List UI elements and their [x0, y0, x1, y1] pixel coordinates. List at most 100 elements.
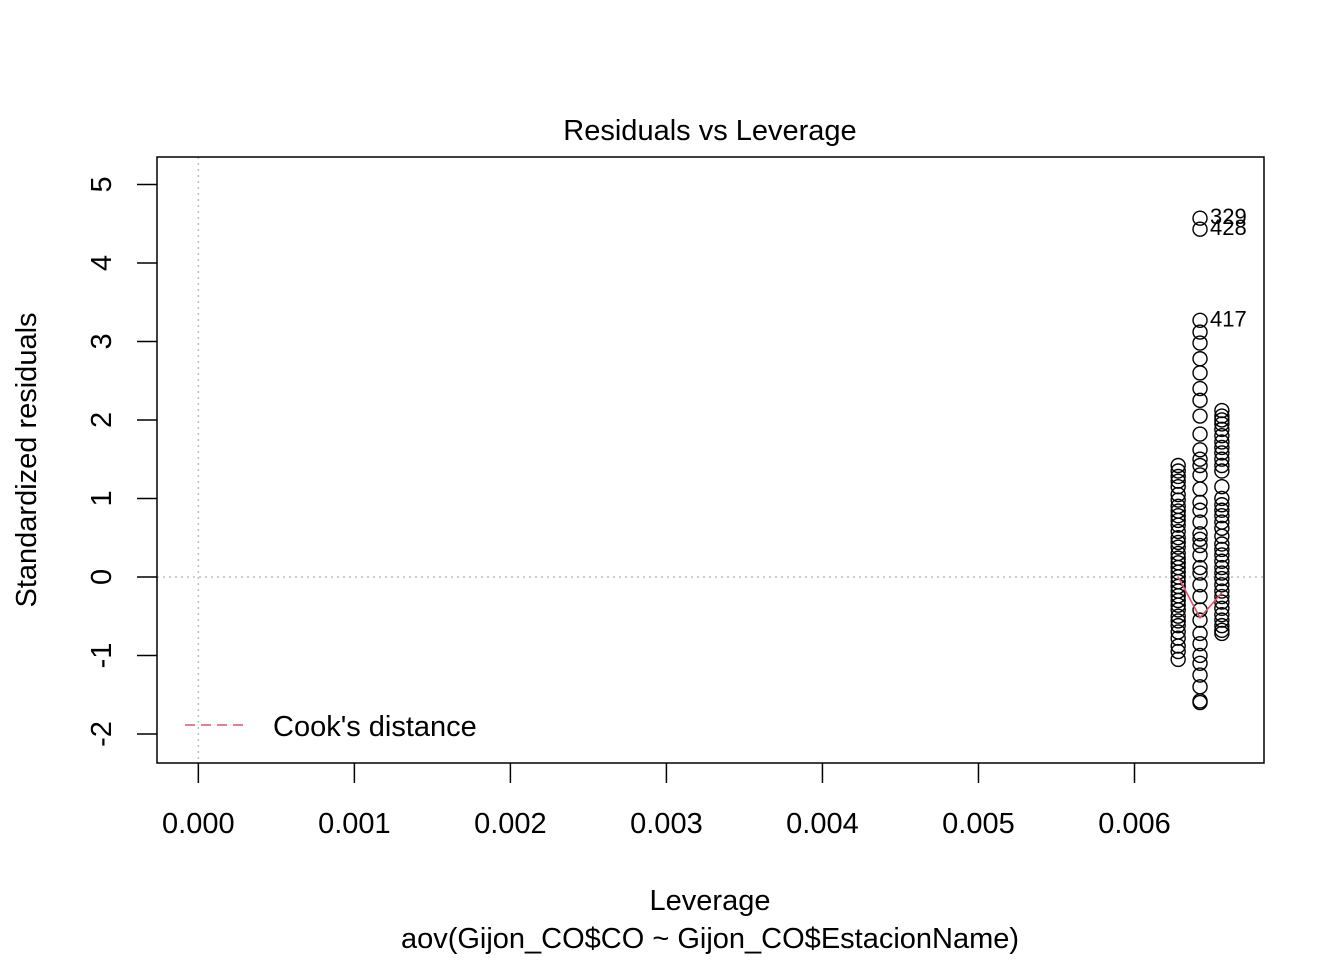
data-point: [1214, 606, 1230, 623]
x-tick-label: 0.003: [630, 808, 703, 840]
data-point: [1192, 457, 1208, 474]
data-point: [1192, 392, 1208, 409]
y-tick-label: 0: [86, 569, 118, 585]
data-point: [1170, 512, 1186, 529]
y-tick-label: 5: [86, 176, 118, 192]
point-label: 428: [1210, 215, 1247, 240]
data-point: [1192, 547, 1208, 563]
data-point: [1214, 547, 1230, 563]
data-point: [1214, 559, 1230, 576]
x-axis-label: Leverage: [650, 885, 771, 917]
x-tick-label: 0.006: [1098, 808, 1171, 840]
legend: Cook's distance: [185, 711, 477, 743]
data-point: [1214, 583, 1230, 599]
data-point: [1192, 612, 1208, 628]
y-axis-label: Standardized residuals: [11, 312, 43, 607]
data-point: [1214, 434, 1230, 450]
data-point: [1192, 408, 1208, 424]
data-point: [1214, 528, 1230, 544]
data-point: [1192, 335, 1208, 351]
plot-frame: [156, 156, 1265, 764]
data-points: [1170, 210, 1230, 711]
data-point: [1192, 565, 1208, 581]
data-point: [1170, 457, 1186, 474]
data-point: [1192, 537, 1208, 554]
data-point: [1214, 520, 1230, 536]
data-point: [1214, 565, 1230, 581]
data-point: [1214, 412, 1230, 428]
data-point: [1214, 451, 1230, 467]
data-point: [1192, 694, 1208, 711]
data-point: [1170, 597, 1186, 613]
point-label: 417: [1210, 306, 1247, 331]
data-point: [1170, 492, 1186, 508]
data-point: [1192, 531, 1208, 547]
data-point: [1192, 655, 1208, 672]
data-point: [1214, 439, 1230, 456]
data-point: [1192, 625, 1208, 642]
data-point: [1214, 594, 1230, 610]
y-tick-label: -1: [86, 643, 118, 669]
data-point: [1192, 312, 1208, 328]
x-axis: 0.000 0.001 0.002 0.003 0.004 0.005 0.006: [162, 763, 1171, 840]
data-point: [1170, 523, 1186, 540]
data-point: [1170, 592, 1186, 609]
data-point: [1192, 577, 1208, 593]
data-point: [1214, 617, 1230, 634]
data-point: [1214, 536, 1230, 552]
data-point: [1214, 625, 1230, 642]
cooks-distance-curve: [1177, 576, 1223, 620]
data-point: [1214, 478, 1230, 495]
data-point: [1192, 426, 1208, 442]
data-point: [1170, 508, 1186, 524]
reference-lines: [157, 157, 1264, 763]
data-point: [1192, 559, 1208, 576]
data-point: [1170, 486, 1186, 503]
data-point: [1192, 451, 1208, 467]
data-point: [1192, 380, 1208, 397]
data-point: [1192, 494, 1208, 511]
x-tick-label: 0.000: [162, 808, 235, 840]
data-point: [1170, 602, 1186, 618]
data-point: [1170, 530, 1186, 546]
x-tick-label: 0.004: [786, 808, 859, 840]
y-tick-label: 1: [86, 490, 118, 506]
data-point: [1192, 365, 1208, 381]
data-point: [1170, 613, 1186, 629]
data-point: [1170, 651, 1186, 668]
data-point: [1192, 442, 1208, 458]
data-point: [1192, 467, 1208, 483]
data-point: [1170, 539, 1186, 555]
chart-title: Residuals vs Leverage: [563, 115, 856, 147]
data-point: [1214, 457, 1230, 474]
data-point: [1214, 416, 1230, 432]
x-tick-label: 0.005: [942, 808, 1015, 840]
data-point: [1214, 497, 1230, 513]
data-point: [1192, 667, 1208, 683]
data-point: [1214, 490, 1230, 507]
data-point: [1214, 553, 1230, 569]
x-tick-label: 0.001: [318, 808, 391, 840]
data-point: [1192, 635, 1208, 652]
data-point: [1170, 617, 1186, 634]
data-point: [1192, 647, 1208, 664]
data-point: [1214, 445, 1230, 461]
data-point: [1214, 508, 1230, 524]
data-point: [1170, 624, 1186, 640]
data-point: [1170, 517, 1186, 533]
data-point: [1170, 534, 1186, 551]
y-tick-label: 2: [86, 412, 118, 428]
data-point: [1192, 526, 1208, 542]
y-axis: -2 -1 0 1 2 3 4 5: [86, 176, 157, 747]
data-point: [1170, 468, 1186, 485]
chart-subtitle: aov(Gijon_CO$CO ~ Gijon_CO$EstacionName): [401, 923, 1019, 955]
point-label: 329: [1210, 204, 1247, 229]
legend-label: Cook's distance: [273, 711, 477, 743]
data-point: [1192, 351, 1208, 367]
data-point: [1214, 577, 1230, 593]
data-point: [1170, 608, 1186, 624]
data-point: [1214, 427, 1230, 444]
data-point: [1214, 421, 1230, 438]
